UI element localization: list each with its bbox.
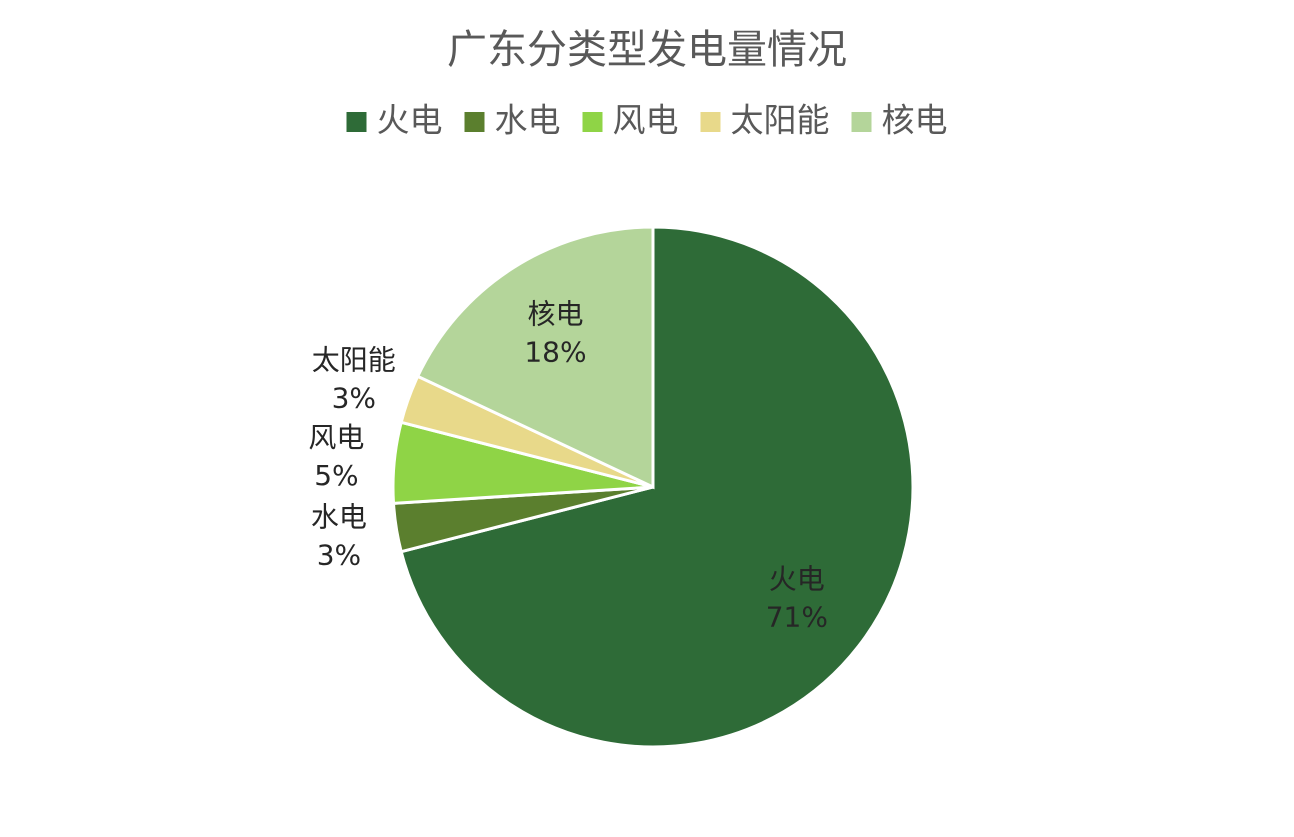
legend-label: 水电 xyxy=(495,101,561,140)
slice-value-label: 3% xyxy=(332,381,376,414)
pie-slice xyxy=(415,225,655,490)
chart-title: 广东分类型发电量情况 xyxy=(447,27,847,73)
legend-swatch xyxy=(851,112,872,132)
slice-category-label: 核电 xyxy=(527,297,583,330)
slice-category-label: 水电 xyxy=(311,501,367,534)
legend-swatch xyxy=(464,112,485,132)
pie: 火电 71% 水电 3% 风电 5% 太阳能 3% 核电 18% xyxy=(308,225,915,749)
slice-value-label: 71% xyxy=(766,601,828,634)
pie-slice xyxy=(399,225,915,749)
legend-label: 核电 xyxy=(882,101,948,140)
legend-swatch xyxy=(346,112,367,132)
slice-value-label: 3% xyxy=(317,539,361,572)
legend: 火电 水电 风电 太阳能 核电 xyxy=(346,101,948,140)
legend-swatch xyxy=(582,112,603,132)
legend-swatch xyxy=(700,112,721,132)
slice-value-label: 18% xyxy=(524,335,586,368)
slice-value-label: 5% xyxy=(314,459,358,492)
slice-category-label: 太阳能 xyxy=(312,343,396,376)
slice-category-label: 火电 xyxy=(769,563,825,596)
legend-label: 风电 xyxy=(613,101,679,140)
legend-label: 太阳能 xyxy=(731,101,830,140)
legend-label: 火电 xyxy=(377,101,443,140)
slice-category-label: 风电 xyxy=(308,421,364,454)
